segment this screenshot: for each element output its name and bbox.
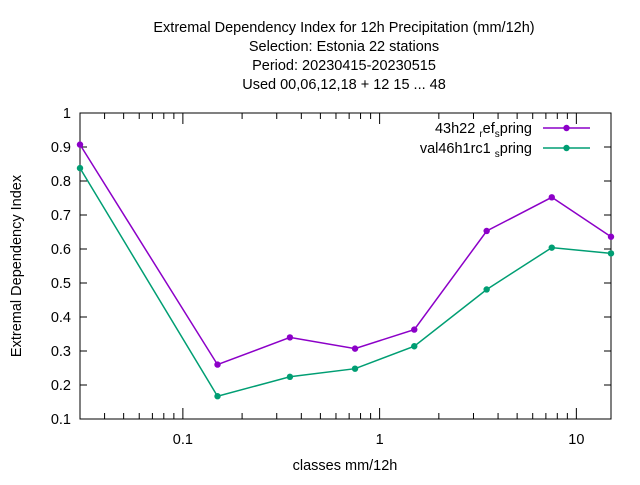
- legend-marker-2: [563, 144, 570, 152]
- series-2-point: [483, 286, 490, 293]
- series-layer: [76, 141, 615, 400]
- series-1-point: [351, 345, 359, 352]
- series-1-point: [548, 194, 555, 201]
- series-2-point: [411, 343, 418, 350]
- series-2-point: [607, 250, 615, 257]
- y-tick-label-3: 0.4: [51, 310, 71, 326]
- title-line-2: Selection: Estonia 22 stations: [249, 39, 439, 55]
- series-2-point: [76, 164, 84, 172]
- y-tick-label-8: 0.9: [51, 140, 71, 156]
- series-1-point: [483, 227, 490, 235]
- x-tick-label-2: 10: [568, 432, 584, 448]
- legend-label-2: val46h1rc1 spring: [420, 141, 532, 160]
- series-2-point: [286, 373, 294, 381]
- y-tick-label-5: 0.6: [51, 242, 71, 258]
- y-tick-label-9: 1: [63, 106, 71, 122]
- y-axis-label: Extremal Dependency Index: [9, 174, 25, 357]
- y-tick-label-4: 0.5: [51, 276, 71, 292]
- series-1-point: [76, 141, 84, 148]
- y-tick-label-0: 0.1: [51, 412, 71, 428]
- legend-marker-1: [563, 124, 570, 132]
- series-2-point: [351, 365, 359, 372]
- title-line-3: Period: 20230415-20230515: [252, 58, 436, 74]
- legend: 43h22 refspring val46h1rc1 spring: [420, 121, 590, 160]
- series-1-point: [214, 361, 221, 368]
- plot-frame: [79, 112, 612, 420]
- x-tick-label-1: 1: [376, 432, 384, 448]
- y-tick-label-1: 0.2: [51, 378, 71, 394]
- legend-label-1: 43h22 refspring: [435, 121, 532, 140]
- title-line-1: Extremal Dependency Index for 12h Precip…: [153, 20, 534, 36]
- series-2-point: [214, 393, 221, 400]
- series-1-line: [79, 144, 612, 366]
- series-1-point: [286, 334, 294, 341]
- y-tick-label-2: 0.3: [51, 344, 71, 360]
- x-axis: 0.1 1 10: [79, 113, 584, 448]
- y-tick-label-6: 0.7: [51, 208, 71, 224]
- x-tick-label-0: 0.1: [173, 432, 193, 448]
- title-line-4: Used 00,06,12,18 + 12 15 ... 48: [242, 77, 446, 93]
- series-2-point: [548, 244, 555, 251]
- chart-title: Extremal Dependency Index for 12h Precip…: [153, 20, 534, 93]
- x-axis-label: classes mm/12h: [293, 458, 398, 474]
- series-1-point: [607, 233, 615, 240]
- y-tick-label-7: 0.8: [51, 174, 71, 190]
- series-2-line: [79, 167, 612, 398]
- y-axis: 0.1 0.2 0.3 0.4 0.5 0.6 0.7 0.8 0.9 1: [51, 106, 611, 428]
- series-1-point: [411, 326, 418, 333]
